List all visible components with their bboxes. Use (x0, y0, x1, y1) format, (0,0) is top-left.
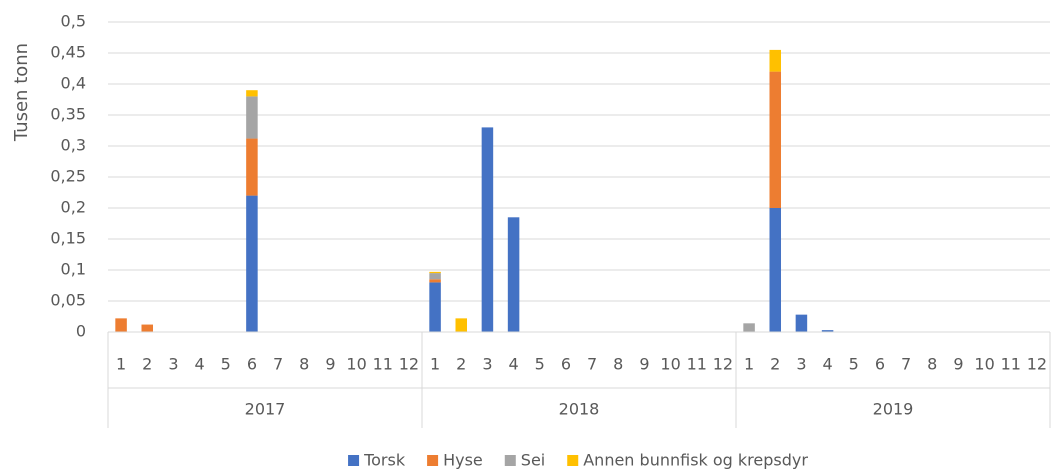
x-tick-label: 10 (346, 355, 366, 374)
y-tick-label: 0,15 (50, 229, 86, 248)
x-tick-label: 5 (535, 355, 545, 374)
x-tick-label: 8 (299, 355, 309, 374)
x-tick-label: 7 (587, 355, 597, 374)
bar-segment (769, 71, 782, 208)
bar-segment (429, 273, 441, 280)
bar-segment (481, 127, 494, 333)
x-tick-label: 9 (639, 355, 649, 374)
bar-segment (246, 90, 258, 97)
y-tick-label: 0,1 (61, 260, 86, 279)
legend-label: Sei (521, 451, 545, 470)
x-tick-label: 7 (901, 355, 911, 374)
x-tick-label: 10 (974, 355, 994, 374)
x-tick-label: 4 (822, 355, 832, 374)
bar-segment (455, 318, 468, 332)
bar-segment (141, 324, 154, 332)
bar-segment (429, 282, 441, 332)
bar-segment (246, 96, 258, 139)
bar-segment (769, 208, 782, 332)
y-tick-label: 0,2 (61, 198, 86, 217)
y-tick-label: 0,05 (50, 291, 86, 310)
bar-segment (795, 314, 808, 332)
bar-segment (507, 217, 520, 332)
x-tick-label: 5 (849, 355, 859, 374)
group-label: 2018 (559, 400, 600, 419)
x-tick-label: 1 (744, 355, 754, 374)
legend-label: Hyse (443, 451, 483, 470)
y-tick-label: 0,3 (61, 136, 86, 155)
bar-segment (429, 271, 441, 274)
bar-segment (246, 138, 258, 196)
y-tick-label: 0,5 (61, 12, 86, 31)
x-tick-label: 1 (116, 355, 126, 374)
group-label: 2019 (873, 400, 914, 419)
group-label: 2017 (245, 400, 286, 419)
x-tick-label: 10 (660, 355, 680, 374)
x-tick-label: 3 (796, 355, 806, 374)
x-tick-label: 6 (561, 355, 571, 374)
y-tick-label: 0,25 (50, 167, 86, 186)
x-tick-label: 12 (399, 355, 419, 374)
bar-segment (743, 323, 755, 332)
bar-segment (246, 195, 258, 332)
x-tick-label: 9 (325, 355, 335, 374)
bar-segment (769, 49, 782, 72)
x-tick-label: 12 (713, 355, 733, 374)
legend-label: Torsk (363, 451, 406, 470)
x-tick-label: 8 (613, 355, 623, 374)
x-tick-label: 4 (194, 355, 204, 374)
legend-swatch (427, 455, 439, 466)
x-tick-label: 1 (430, 355, 440, 374)
x-tick-label: 5 (221, 355, 231, 374)
legend-swatch (348, 455, 360, 466)
x-tick-label: 11 (1001, 355, 1021, 374)
y-tick-label: 0 (76, 322, 86, 341)
y-tick-label: 0,35 (50, 105, 86, 124)
bar-segment (821, 330, 834, 332)
x-tick-label: 2 (770, 355, 780, 374)
y-tick-label: 0,45 (50, 43, 86, 62)
x-tick-label: 8 (927, 355, 937, 374)
x-tick-label: 3 (168, 355, 178, 374)
x-tick-label: 6 (875, 355, 885, 374)
x-tick-label: 2 (456, 355, 466, 374)
x-tick-label: 7 (273, 355, 283, 374)
x-tick-label: 11 (373, 355, 393, 374)
x-tick-label: 11 (687, 355, 707, 374)
legend-swatch (567, 455, 579, 466)
x-tick-label: 6 (247, 355, 257, 374)
y-axis-title: Tusen tonn (11, 43, 32, 142)
y-tick-label: 0,4 (61, 74, 86, 93)
x-tick-label: 9 (953, 355, 963, 374)
legend-swatch (504, 455, 516, 466)
x-tick-label: 3 (482, 355, 492, 374)
bar-segment (429, 279, 441, 283)
legend-label: Annen bunnfisk og krepsdyr (583, 451, 808, 470)
bar-segment (115, 318, 127, 332)
x-tick-label: 12 (1027, 355, 1047, 374)
x-tick-label: 4 (508, 355, 518, 374)
x-tick-label: 2 (142, 355, 152, 374)
